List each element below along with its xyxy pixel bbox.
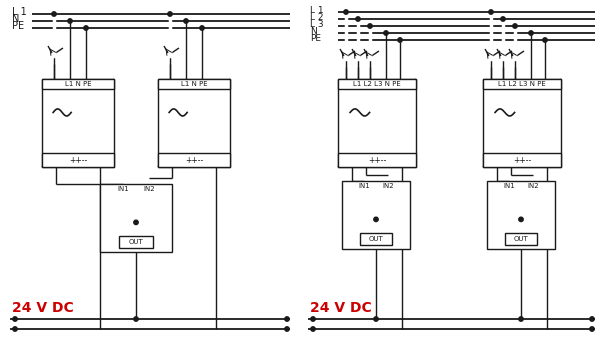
Text: IN2: IN2 (527, 183, 539, 189)
Bar (158, 79, 230, 167)
Circle shape (513, 24, 517, 28)
Bar (158, 79, 230, 89)
Text: OUT: OUT (368, 236, 383, 242)
Circle shape (519, 217, 523, 222)
Circle shape (543, 38, 547, 42)
Text: L1 L2 L3 N PE: L1 L2 L3 N PE (353, 81, 401, 87)
Bar (483, 79, 561, 89)
Circle shape (311, 327, 315, 331)
Circle shape (374, 217, 378, 222)
Circle shape (344, 10, 348, 14)
Bar (487, 181, 555, 249)
Text: L 1: L 1 (310, 6, 323, 15)
Text: ++--: ++-- (185, 156, 203, 165)
Text: L 3: L 3 (310, 20, 323, 29)
Bar (338, 153, 416, 167)
Bar (359, 233, 392, 245)
Circle shape (356, 17, 360, 21)
Circle shape (184, 19, 188, 23)
Circle shape (134, 220, 138, 225)
Circle shape (311, 317, 315, 321)
Text: L1 L2 L3 N PE: L1 L2 L3 N PE (498, 81, 546, 87)
Circle shape (501, 17, 505, 21)
Text: 24 V DC: 24 V DC (310, 301, 372, 315)
Text: IN2: IN2 (382, 183, 394, 189)
Circle shape (134, 317, 138, 321)
Text: IN1: IN1 (503, 183, 515, 189)
Circle shape (374, 317, 378, 321)
Bar (42, 79, 114, 167)
Bar (505, 233, 538, 245)
Bar (342, 181, 410, 249)
Circle shape (68, 19, 72, 23)
Circle shape (168, 12, 172, 16)
Circle shape (13, 327, 17, 331)
Text: PE: PE (310, 34, 321, 43)
Text: N: N (12, 14, 19, 24)
Bar (338, 79, 416, 167)
Text: ++--: ++-- (69, 156, 87, 165)
Bar (338, 79, 416, 89)
Text: N: N (310, 27, 317, 36)
Circle shape (398, 38, 402, 42)
Text: PE: PE (12, 21, 24, 31)
Text: L1 N PE: L1 N PE (65, 81, 91, 87)
Circle shape (200, 26, 204, 30)
Text: IN1: IN1 (117, 186, 129, 192)
Bar (483, 153, 561, 167)
Circle shape (519, 317, 523, 321)
Circle shape (384, 31, 388, 35)
Text: L1 N PE: L1 N PE (181, 81, 208, 87)
Circle shape (285, 317, 289, 321)
Circle shape (13, 317, 17, 321)
Circle shape (285, 327, 289, 331)
Text: 24 V DC: 24 V DC (12, 301, 74, 315)
Bar (158, 153, 230, 167)
Circle shape (84, 26, 88, 30)
Text: IN2: IN2 (143, 186, 155, 192)
Circle shape (529, 31, 533, 35)
Text: OUT: OUT (128, 239, 143, 245)
Bar (42, 153, 114, 167)
Text: ++--: ++-- (513, 156, 531, 165)
Text: IN1: IN1 (358, 183, 370, 189)
Text: L 1: L 1 (12, 7, 27, 17)
Text: L 2: L 2 (310, 13, 323, 22)
Bar (100, 184, 172, 252)
Circle shape (489, 10, 493, 14)
Bar (483, 79, 561, 167)
Circle shape (590, 327, 594, 331)
Circle shape (590, 317, 594, 321)
Circle shape (368, 24, 372, 28)
Text: ++--: ++-- (368, 156, 386, 165)
Circle shape (52, 12, 56, 16)
Bar (42, 79, 114, 89)
Text: OUT: OUT (514, 236, 529, 242)
Bar (119, 236, 153, 248)
